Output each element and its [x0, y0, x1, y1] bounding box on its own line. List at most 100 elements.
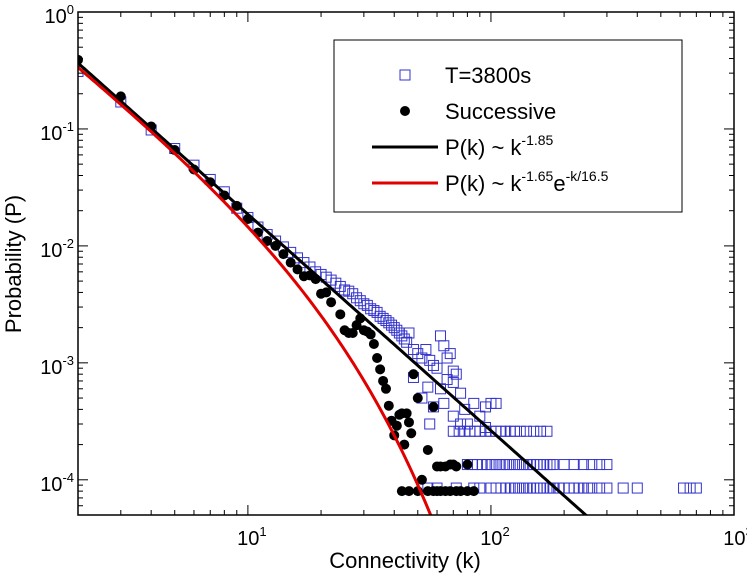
- fit-lines: [78, 61, 589, 515]
- t3800-point: [441, 374, 453, 386]
- t3800-point: [447, 376, 459, 388]
- t3800-point: [447, 410, 459, 422]
- successive-point: [372, 353, 383, 364]
- t3800-point: [601, 482, 613, 494]
- successive-point: [406, 428, 417, 439]
- t3800-point: [474, 425, 486, 437]
- successive-point: [391, 420, 402, 431]
- axis-ticks: [77, 11, 735, 516]
- legend-label: P(k) ~ k-1.65e-k/16.5: [445, 168, 609, 196]
- t3800-point: [528, 482, 540, 494]
- t3800-point: [298, 257, 310, 269]
- t3800-point: [678, 482, 690, 494]
- legend-marker-circle: [400, 106, 410, 116]
- t3800-point: [541, 459, 553, 471]
- t3800-point: [424, 418, 436, 430]
- successive-point: [422, 444, 433, 455]
- t3800-point: [455, 387, 467, 399]
- t3800-point: [330, 277, 342, 289]
- t3800-point: [377, 312, 389, 324]
- t3800-point: [520, 482, 532, 494]
- successive-point: [347, 327, 358, 338]
- x-tick-label: 101: [237, 524, 266, 550]
- y-tick-label: 10-2: [40, 236, 74, 262]
- legend-label: P(k) ~ k-1.85: [445, 132, 554, 160]
- legend-label: T=3800s: [445, 63, 531, 88]
- t3800-point: [601, 459, 613, 471]
- t3800-point: [524, 482, 536, 494]
- successive-point: [285, 257, 296, 268]
- successive-point: [396, 486, 407, 497]
- t3800-point: [577, 459, 589, 471]
- x-tick-label: 103: [723, 524, 747, 550]
- t3800-point: [490, 397, 502, 409]
- successive-point: [270, 240, 281, 251]
- successive-point: [292, 264, 303, 275]
- successive-point: [378, 375, 389, 386]
- t3800-point: [594, 482, 606, 494]
- t3800-point: [617, 482, 629, 494]
- t3800-point: [434, 330, 446, 342]
- t3800-point: [343, 285, 355, 297]
- successive-point: [408, 369, 419, 380]
- successive-point: [368, 338, 379, 349]
- t3800-point: [547, 459, 559, 471]
- t3800-point: [535, 459, 547, 471]
- t3800-point: [455, 418, 467, 430]
- successive-point: [380, 383, 391, 394]
- successive-point: [383, 400, 394, 411]
- plot-area: [78, 54, 702, 515]
- t3800-point: [501, 459, 513, 471]
- t3800-point: [514, 425, 526, 437]
- t3800-point: [374, 310, 386, 322]
- t3800-point: [528, 425, 540, 437]
- t3800-point: [631, 482, 643, 494]
- successive-point: [451, 461, 462, 472]
- legend: T=3800s Successive P(k) ~ k-1.85 P(k) ~ k-1…: [333, 39, 683, 213]
- t3800-point: [351, 292, 363, 304]
- t3800-point: [431, 362, 443, 374]
- successive-point: [365, 329, 376, 340]
- t3800-point: [538, 459, 550, 471]
- successive-point: [375, 364, 386, 375]
- successive-point: [468, 486, 479, 497]
- successive-point: [321, 287, 332, 298]
- successive-point: [403, 486, 414, 497]
- t3800-point: [459, 403, 471, 415]
- y-axis-title: Probability (P): [1, 195, 26, 333]
- t3800-point: [420, 344, 432, 356]
- t3800-point: [371, 306, 383, 318]
- t3800-point: [531, 482, 543, 494]
- t3800-point: [586, 482, 598, 494]
- t3800-point: [568, 459, 580, 471]
- t3800-point: [508, 425, 520, 437]
- t3800-point: [520, 425, 532, 437]
- t3800-point: [544, 459, 556, 471]
- t3800-point: [558, 459, 570, 471]
- y-tick-label: 10-3: [40, 353, 74, 379]
- t3800-point: [444, 348, 456, 360]
- t3800-point: [504, 425, 516, 437]
- t3800-point: [586, 459, 598, 471]
- t3800-point: [401, 336, 413, 348]
- t3800-point: [368, 305, 380, 317]
- t3800-point: [427, 359, 439, 371]
- t3800-point: [403, 327, 415, 339]
- t3800-point: [441, 352, 453, 364]
- axis-tick-labels: 101 102 103 10-4 10-3 10-2 10-1 100: [40, 2, 747, 550]
- legend-label: Successive: [445, 99, 556, 124]
- successive-point: [326, 297, 337, 308]
- t3800-point: [339, 284, 351, 296]
- legend-marker-square: [399, 69, 411, 81]
- t3800-point: [347, 288, 359, 300]
- successive-point: [462, 459, 473, 470]
- t3800-point: [461, 418, 473, 430]
- t3800-point: [412, 348, 424, 360]
- t3800-point: [416, 352, 428, 364]
- t3800-point: [447, 425, 459, 437]
- t3800-point: [547, 482, 559, 494]
- y-tick-label: 100: [45, 2, 74, 28]
- successive-point: [416, 474, 427, 485]
- x-tick-label: 102: [480, 524, 509, 550]
- successive-point: [403, 417, 414, 428]
